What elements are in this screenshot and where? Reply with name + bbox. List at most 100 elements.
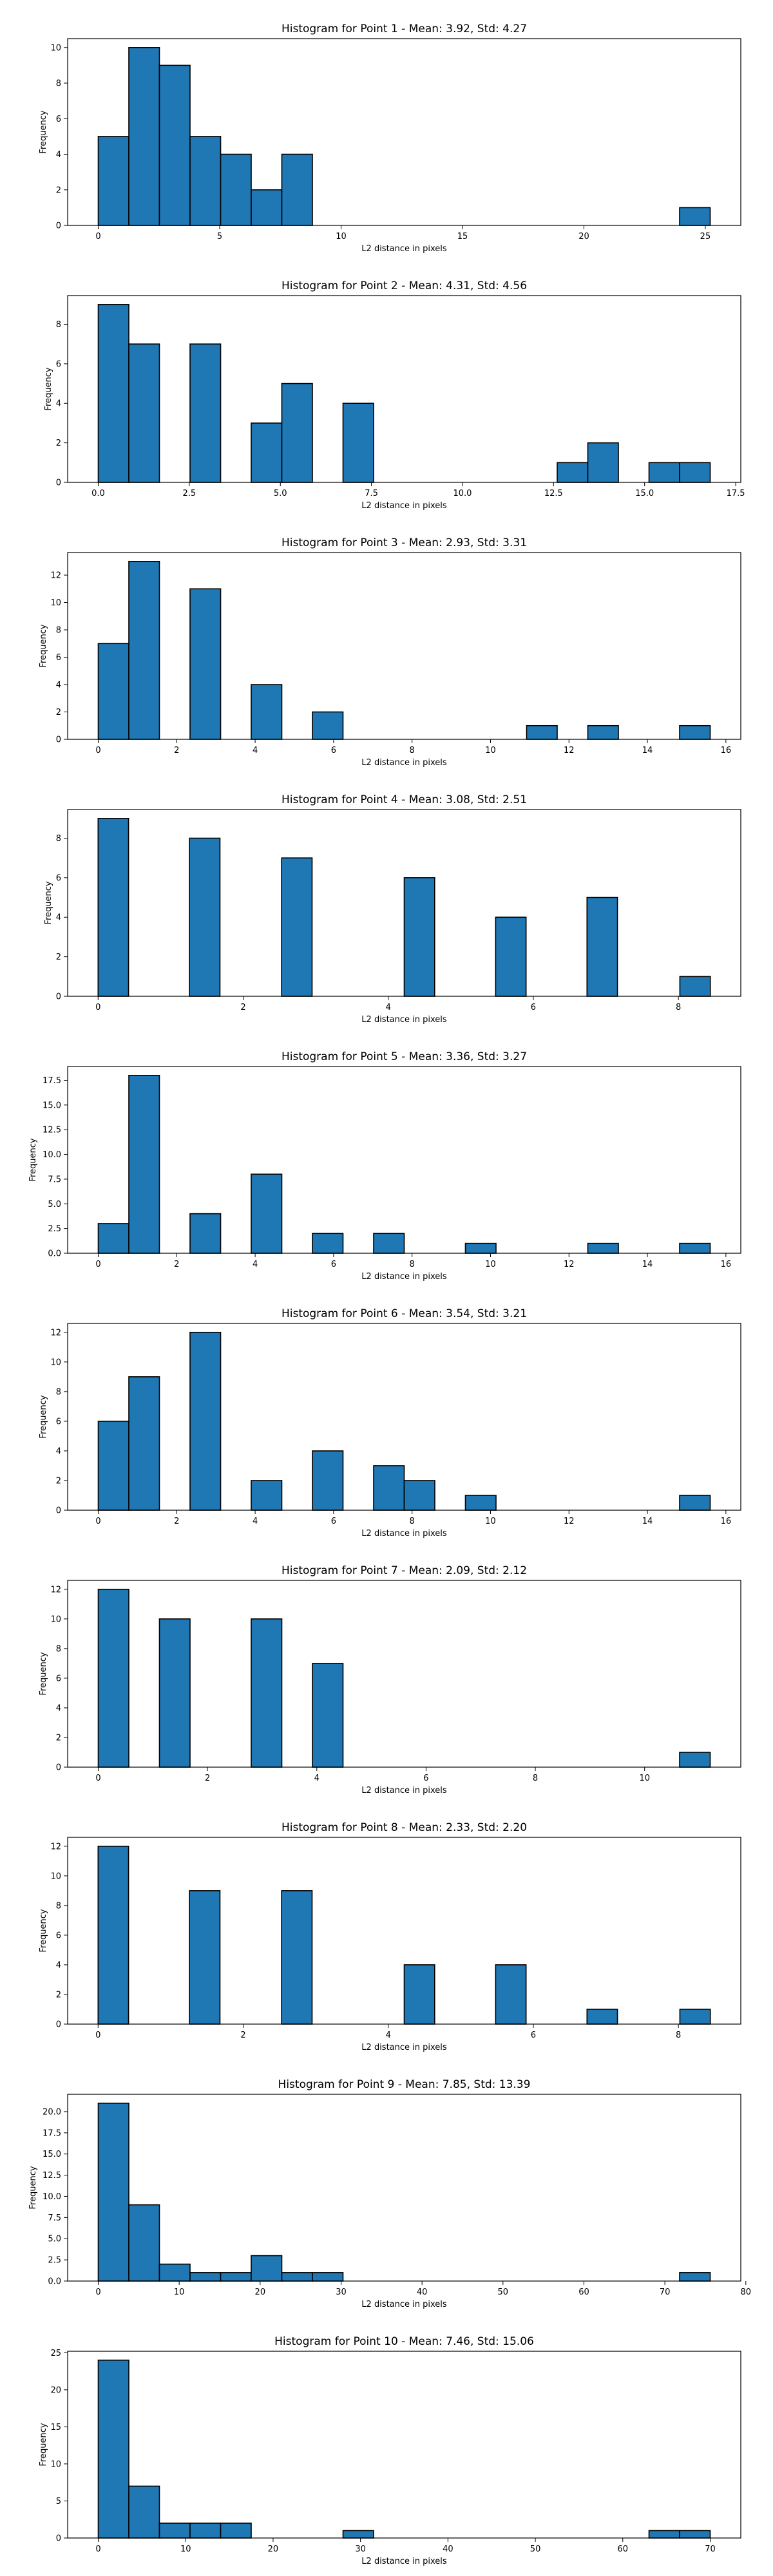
y-tick-label: 6 xyxy=(56,1931,61,1940)
chart-title: Histogram for Point 10 - Mean: 7.46, Std… xyxy=(274,2335,534,2348)
y-tick-label: 2.5 xyxy=(48,2256,61,2266)
histogram-panel-4: Histogram for Point 4 - Mean: 3.08, Std:… xyxy=(44,793,741,1025)
histogram-bar xyxy=(679,1242,711,1254)
histogram-bar xyxy=(312,1663,344,1768)
x-tick-label: 14 xyxy=(642,1260,653,1269)
histogram-bar xyxy=(464,1495,497,1511)
y-tick-label: 20 xyxy=(50,2385,61,2395)
histogram-panel-3: Histogram for Point 3 - Mean: 2.93, Std:… xyxy=(39,536,741,768)
x-tick-label: 0 xyxy=(95,1003,100,1012)
histogram-bar xyxy=(251,2255,283,2282)
x-tick-label: 14 xyxy=(642,1517,653,1526)
y-tick-label: 0 xyxy=(56,735,61,745)
plot-frame xyxy=(67,1837,741,2025)
y-tick-label: 6 xyxy=(56,1674,61,1683)
histogram-bar xyxy=(342,402,374,483)
x-tick-label: 12 xyxy=(564,746,575,755)
y-tick-label: 15 xyxy=(50,2423,61,2432)
x-tick-label: 10 xyxy=(174,2287,185,2297)
histogram-bar xyxy=(312,2272,344,2282)
x-tick-label: 0 xyxy=(95,1774,100,1783)
y-tick-label: 6 xyxy=(56,115,61,124)
y-tick-label: 0 xyxy=(56,1763,61,1773)
y-tick-label: 12.5 xyxy=(43,1126,61,1135)
histogram-bar xyxy=(189,1890,221,2025)
y-tick-label: 10.0 xyxy=(43,2192,61,2202)
y-tick-label: 8 xyxy=(56,626,61,636)
x-tick-label: 0.0 xyxy=(91,489,105,498)
histogram-bar xyxy=(97,1223,129,1254)
y-tick-label: 10.0 xyxy=(43,1150,61,1160)
chart-title: Histogram for Point 8 - Mean: 2.33, Std:… xyxy=(282,1821,527,1834)
plot-frame xyxy=(67,552,741,740)
histogram-bar xyxy=(189,343,222,483)
y-tick-label: 12 xyxy=(50,571,61,581)
y-tick-label: 4 xyxy=(56,1960,61,1970)
y-tick-label: 20.0 xyxy=(43,2107,61,2117)
histogram-bar xyxy=(251,1173,283,1254)
y-tick-label: 4 xyxy=(56,150,61,160)
histogram-bar xyxy=(97,643,129,740)
plot-frame xyxy=(67,2094,741,2282)
y-axis-label: Frequency xyxy=(44,367,53,410)
chart-title: Histogram for Point 6 - Mean: 3.54, Std:… xyxy=(282,1307,527,1320)
histogram-bar xyxy=(679,2272,711,2282)
x-tick-label: 10 xyxy=(336,232,347,242)
y-tick-label: 8 xyxy=(56,320,61,330)
y-tick-label: 0 xyxy=(56,478,61,488)
histogram-bar xyxy=(97,1421,129,1511)
y-tick-label: 6 xyxy=(56,653,61,663)
y-tick-label: 5 xyxy=(56,2497,61,2506)
y-tick-label: 2 xyxy=(56,1733,61,1743)
histogram-bar xyxy=(281,1890,313,2025)
x-tick-label: 0 xyxy=(95,2287,100,2297)
x-tick-label: 40 xyxy=(443,2544,453,2554)
x-tick-label: 14 xyxy=(642,746,653,755)
x-tick-label: 2 xyxy=(240,2031,245,2040)
x-tick-label: 4 xyxy=(386,2031,391,2040)
x-tick-label: 6 xyxy=(331,1517,336,1526)
histogram-panel-9: Histogram for Point 9 - Mean: 7.85, Std:… xyxy=(28,2078,751,2309)
x-tick-label: 25 xyxy=(700,232,711,242)
x-tick-label: 2 xyxy=(174,1517,179,1526)
histogram-bar xyxy=(158,2523,191,2539)
x-tick-label: 4 xyxy=(253,1260,258,1269)
histogram-bar xyxy=(679,724,711,740)
histogram-panel-5: Histogram for Point 5 - Mean: 3.36, Std:… xyxy=(28,1050,741,1282)
histogram-bar xyxy=(97,2103,129,2282)
y-tick-label: 6 xyxy=(56,1417,61,1426)
chart-title: Histogram for Point 9 - Mean: 7.85, Std:… xyxy=(278,2078,531,2091)
histogram-bar xyxy=(158,1618,191,1768)
chart-title: Histogram for Point 5 - Mean: 3.36, Std:… xyxy=(282,1050,527,1063)
y-axis-label: Frequency xyxy=(39,2423,48,2466)
histogram-panel-10: Histogram for Point 10 - Mean: 7.46, Std… xyxy=(39,2335,741,2566)
histogram-bar xyxy=(403,1964,435,2025)
histogram-bar xyxy=(312,711,344,740)
histogram-bar xyxy=(679,1752,711,1768)
x-tick-label: 80 xyxy=(741,2287,752,2297)
histogram-bar xyxy=(251,684,283,740)
x-tick-label: 6 xyxy=(423,1774,428,1783)
y-tick-label: 0.0 xyxy=(48,1249,61,1259)
x-tick-label: 12 xyxy=(564,1260,575,1269)
y-axis-label: Frequency xyxy=(39,1909,48,1952)
histogram-panel-6: Histogram for Point 6 - Mean: 3.54, Std:… xyxy=(39,1307,741,1539)
x-tick-label: 50 xyxy=(530,2544,541,2554)
y-tick-label: 4 xyxy=(56,1703,61,1713)
x-tick-label: 8 xyxy=(410,1260,415,1269)
y-tick-label: 10 xyxy=(50,1358,61,1367)
histogram-bar xyxy=(679,207,711,226)
histogram-bar xyxy=(189,136,222,226)
x-tick-label: 15 xyxy=(457,232,468,242)
y-tick-label: 25 xyxy=(50,2349,61,2358)
y-tick-label: 4 xyxy=(56,399,61,409)
chart-title: Histogram for Point 4 - Mean: 3.08, Std:… xyxy=(282,793,527,806)
histogram-bar xyxy=(281,857,313,997)
chart-title: Histogram for Point 1 - Mean: 3.92, Std:… xyxy=(282,23,527,35)
x-tick-label: 20 xyxy=(268,2544,279,2554)
x-tick-label: 2.5 xyxy=(183,489,196,498)
histogram-bar xyxy=(342,2530,374,2539)
x-tick-label: 12 xyxy=(564,1517,575,1526)
histogram-bar xyxy=(220,2272,252,2282)
